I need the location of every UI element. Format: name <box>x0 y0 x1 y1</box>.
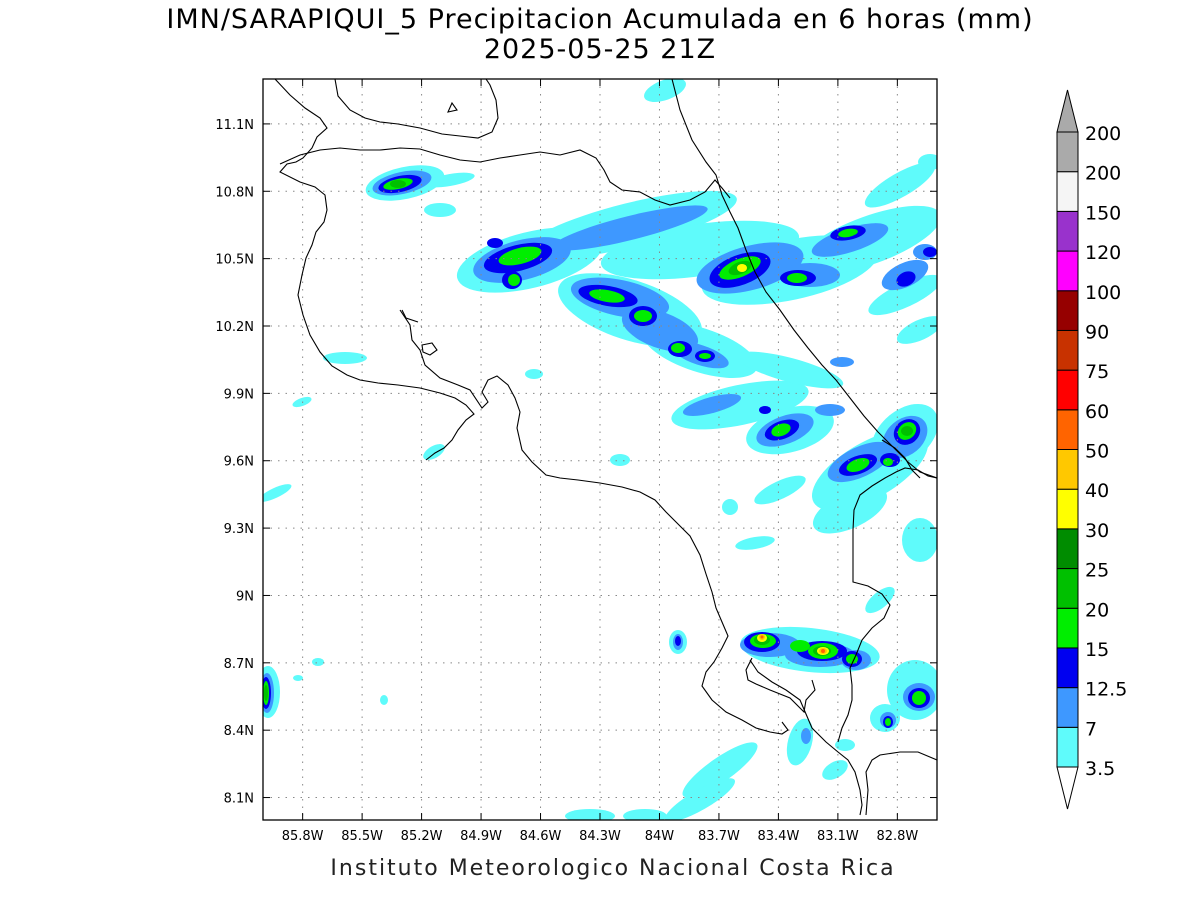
map-subtitle: 2025-05-25 21Z <box>483 34 717 65</box>
panama-pacific-coast <box>865 751 937 816</box>
lat-tick-label: 8.1N <box>224 792 254 807</box>
coastline-borders <box>274 79 937 816</box>
colorbar-swatch <box>1056 250 1079 292</box>
lake-nicaragua-shore <box>334 79 499 139</box>
colorbar-swatch <box>1056 568 1079 609</box>
colorbar-label: 200 <box>1085 123 1121 145</box>
lon-tick-label: 84W <box>645 829 675 844</box>
lat-tick-label: 9.9N <box>224 387 254 402</box>
lon-tick-label: 82.8W <box>876 829 918 844</box>
osa-peninsula <box>745 657 816 714</box>
lat-tick-label: 10.2N <box>215 320 254 335</box>
lat-tick-label: 8.4N <box>224 724 254 739</box>
colorbar-label: 75 <box>1085 361 1109 383</box>
colorbar-label: 3.5 <box>1085 758 1115 780</box>
bocas-coast <box>881 439 921 479</box>
colorbar-label: 40 <box>1085 480 1109 502</box>
colorbar-swatch <box>1056 171 1079 212</box>
longitude-tick-labels: 85.8W 85.5W 85.2W 84.9W 84.6W 84.3W 84W 83.7W 83… <box>282 829 919 844</box>
colorbar-swatch <box>1056 647 1079 689</box>
lat-tick-label: 9N <box>236 589 254 604</box>
map-title: IMN/SARAPIQUI_5 Precipitacion Acumulada … <box>166 4 1034 35</box>
colorbar-label: 60 <box>1085 401 1109 423</box>
nicoya-gulf-coast <box>399 309 789 735</box>
lat-tick-label: 9.6N <box>224 455 254 470</box>
colorbar-label: 20 <box>1085 599 1109 621</box>
lon-tick-label: 85.8W <box>282 829 324 844</box>
colorbar-swatch <box>1056 131 1079 173</box>
colorbar-swatch <box>1056 726 1079 768</box>
rain-band-30mm <box>737 264 829 655</box>
colorbar-label: 90 <box>1085 321 1109 343</box>
lon-tick-label: 84.9W <box>460 829 502 844</box>
colorbar-swatch <box>1056 290 1079 331</box>
colorbar-label: 7 <box>1085 718 1097 740</box>
caribbean-coastline <box>671 79 937 479</box>
colorbar-label: 12.5 <box>1085 679 1127 701</box>
latitude-tick-labels: 11.1N 10.8N 10.5N 10.2N 9.9N 9.6N 9.3N 9N 8.7N 8.… <box>215 118 254 807</box>
lon-tick-label: 85.5W <box>341 829 383 844</box>
lat-tick-label: 10.5N <box>215 253 254 268</box>
rain-band-3-5mm <box>263 79 937 820</box>
colorbar-swatch <box>1056 607 1079 649</box>
colorbar-label: 15 <box>1085 639 1109 661</box>
lon-tick-label: 84.3W <box>579 829 621 844</box>
colorbar-label: 150 <box>1085 202 1121 224</box>
colorbar-label: 50 <box>1085 441 1109 463</box>
colorbar: 3.5 7 12.5 15 20 25 30 40 50 60 75 90 100 120 150 200 20… <box>1056 89 1127 810</box>
lon-tick-label: 85.2W <box>401 829 443 844</box>
colorbar-swatch <box>1056 528 1079 570</box>
colorbar-label: 30 <box>1085 520 1109 542</box>
colorbar-swatch <box>1056 488 1079 530</box>
lat-tick-label: 10.8N <box>215 185 254 200</box>
map-grid <box>263 79 937 820</box>
rain-band-50mm <box>760 635 825 653</box>
precipitation-field <box>263 79 937 820</box>
lon-tick-label: 83.4W <box>758 829 800 844</box>
lat-tick-label: 11.1N <box>215 118 254 133</box>
colorbar-swatch <box>1056 210 1079 252</box>
colorbar-label: 120 <box>1085 242 1121 264</box>
colorbar-under-triangle <box>1056 766 1079 810</box>
nicoya-island <box>421 342 438 356</box>
lat-tick-label: 9.3N <box>224 522 254 537</box>
colorbar-label: 25 <box>1085 560 1109 582</box>
colorbar-swatch <box>1056 369 1079 411</box>
colorbar-over-triangle <box>1056 89 1079 133</box>
colorbar-label: 200 <box>1085 163 1121 185</box>
footer-credit: Instituto Meteorologico Nacional Costa R… <box>330 856 896 881</box>
lon-tick-label: 83.1W <box>817 829 859 844</box>
map-frame <box>262 78 938 821</box>
nicaragua-border <box>279 147 731 206</box>
colorbar-label: 100 <box>1085 282 1121 304</box>
golfo-dulce-coast <box>749 659 863 816</box>
lon-tick-label: 83.7W <box>698 829 740 844</box>
lake-island <box>447 101 458 113</box>
colorbar-swatch <box>1056 449 1079 490</box>
lon-tick-label: 84.6W <box>520 829 562 844</box>
lat-tick-label: 8.7N <box>224 657 254 672</box>
colorbar-swatch <box>1056 687 1079 728</box>
nicoya-inner <box>401 309 419 323</box>
colorbar-swatch <box>1056 409 1079 450</box>
colorbar-swatch <box>1056 329 1079 371</box>
panama-border <box>837 467 937 743</box>
